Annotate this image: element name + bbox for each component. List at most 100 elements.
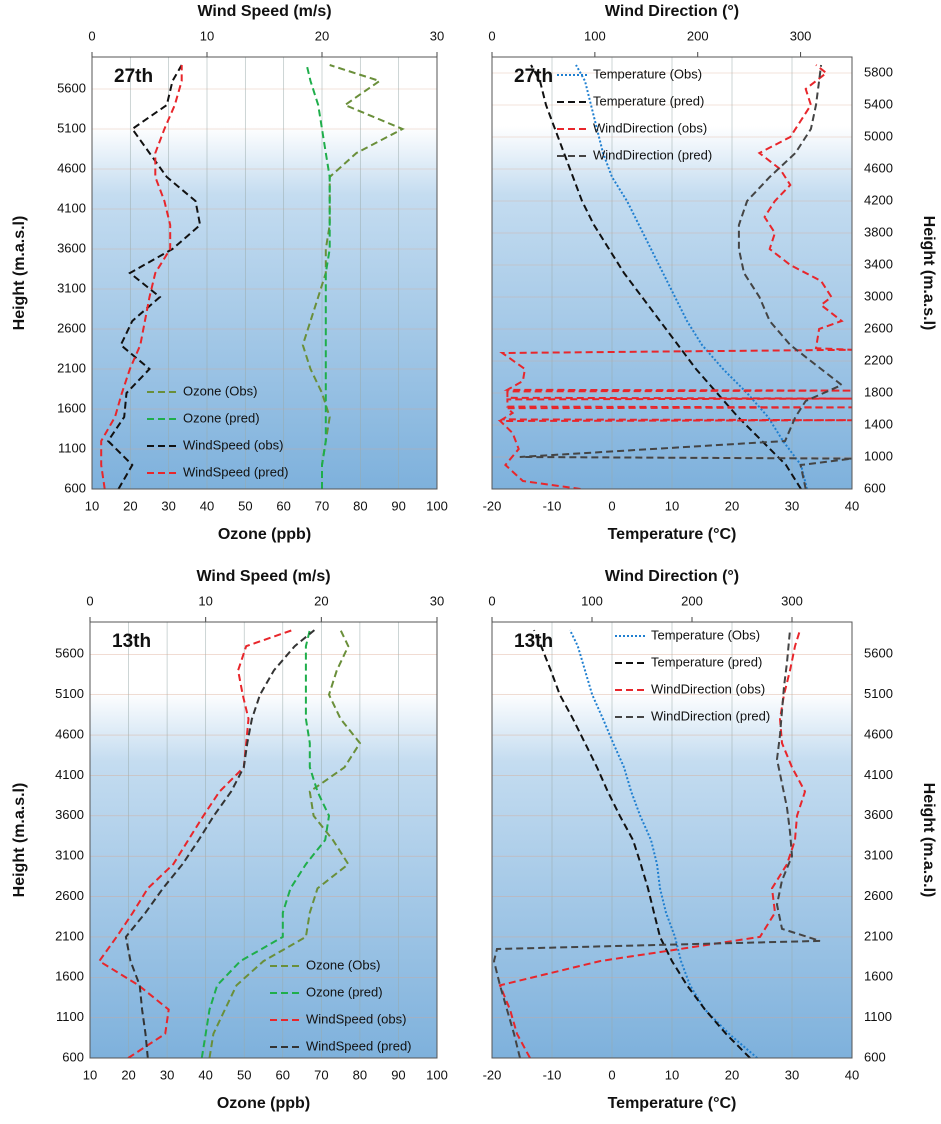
y-tick-label: 2600 bbox=[55, 888, 84, 903]
x2-tick-label: 300 bbox=[790, 28, 812, 43]
x-tick-label: 40 bbox=[845, 498, 859, 513]
x2-tick-label: 0 bbox=[488, 593, 495, 608]
x2-axis-title: Wind Speed (m/s) bbox=[197, 3, 331, 20]
plot-border bbox=[91, 56, 438, 490]
legend-label: Temperature (pred) bbox=[593, 93, 704, 108]
y-tick-label: 600 bbox=[864, 480, 886, 495]
y-tick-label: 2600 bbox=[864, 320, 893, 335]
x-tick-label: 20 bbox=[121, 1067, 135, 1082]
y-tick-label: 1100 bbox=[56, 1009, 84, 1024]
legend-label: Ozone (pred) bbox=[306, 984, 383, 999]
x-tick-label: 30 bbox=[160, 1067, 174, 1082]
x-tick-label: 40 bbox=[198, 1067, 212, 1082]
y-axis-title: Height (m.a.s.l) bbox=[11, 783, 28, 898]
legend-label: WindDirection (pred) bbox=[593, 147, 712, 162]
profile-line bbox=[575, 64, 808, 489]
x-axis-title: Temperature (°C) bbox=[608, 526, 737, 543]
y-tick-label: 2100 bbox=[57, 360, 86, 375]
x2-tick-label: 0 bbox=[88, 28, 95, 43]
y-tick-label: 2600 bbox=[57, 320, 86, 335]
panel-label: 27th bbox=[114, 66, 153, 87]
x-tick-label: 40 bbox=[200, 498, 214, 513]
legend-label: WindSpeed (obs) bbox=[183, 437, 283, 452]
x-tick-label: 30 bbox=[785, 1067, 799, 1082]
x-tick-label: 20 bbox=[725, 498, 739, 513]
plot-border bbox=[491, 56, 853, 490]
x2-axis-title: Wind Speed (m/s) bbox=[196, 568, 330, 585]
y-tick-label: 1400 bbox=[864, 416, 893, 431]
x-tick-label: -20 bbox=[483, 1067, 502, 1082]
x-tick-label: -10 bbox=[543, 498, 562, 513]
y-tick-label: 5100 bbox=[57, 120, 86, 135]
y-tick-label: 5100 bbox=[864, 686, 893, 701]
x2-axis-title: Wind Direction (°) bbox=[605, 3, 739, 20]
y-tick-label: 5600 bbox=[864, 646, 893, 661]
y-tick-label: 4600 bbox=[864, 160, 893, 175]
x-tick-label: 20 bbox=[123, 498, 137, 513]
x-tick-label: 0 bbox=[608, 498, 615, 513]
x2-tick-label: 100 bbox=[581, 593, 603, 608]
x-tick-label: 60 bbox=[276, 1067, 290, 1082]
x-tick-label: 0 bbox=[608, 1067, 615, 1082]
x2-tick-label: 20 bbox=[315, 28, 329, 43]
profile-line bbox=[124, 629, 316, 1058]
y-tick-label: 3100 bbox=[864, 848, 893, 863]
y-tick-label: 5000 bbox=[864, 128, 893, 143]
y-tick-label: 5800 bbox=[864, 64, 893, 79]
y-tick-label: 3600 bbox=[55, 807, 84, 822]
y-tick-label: 4600 bbox=[57, 160, 86, 175]
y-tick-label: 1100 bbox=[864, 1009, 892, 1024]
profile-line bbox=[497, 64, 852, 489]
legend-label: WindSpeed (obs) bbox=[306, 1011, 406, 1026]
x-tick-label: -10 bbox=[543, 1067, 562, 1082]
profile-line bbox=[530, 64, 802, 489]
y-tick-label: 4600 bbox=[55, 726, 84, 741]
y-tick-label: 2600 bbox=[864, 888, 893, 903]
y-tick-label: 2100 bbox=[864, 928, 893, 943]
x-tick-label: 70 bbox=[315, 498, 329, 513]
x-tick-label: 80 bbox=[353, 498, 367, 513]
y-tick-label: 2100 bbox=[55, 928, 84, 943]
y-tick-label: 5400 bbox=[864, 96, 893, 111]
profile-line bbox=[100, 65, 183, 489]
y-tick-label: 4200 bbox=[864, 192, 893, 207]
legend-label: WindSpeed (pred) bbox=[306, 1038, 412, 1053]
legend-label: Ozone (Obs) bbox=[306, 957, 380, 972]
y-tick-label: 3000 bbox=[864, 288, 893, 303]
legend-label: Ozone (pred) bbox=[183, 410, 260, 425]
y-tick-label: 3600 bbox=[57, 240, 86, 255]
x-tick-label: 10 bbox=[85, 498, 99, 513]
y-tick-label: 4100 bbox=[864, 767, 893, 782]
y-tick-label: 5600 bbox=[57, 80, 86, 95]
profile-line bbox=[519, 64, 852, 489]
legend-label: Temperature (Obs) bbox=[593, 66, 702, 81]
x2-axis-title: Wind Direction (°) bbox=[605, 568, 739, 585]
y-axis-title: Height (m.a.s.l) bbox=[11, 216, 28, 331]
x-tick-label: 40 bbox=[845, 1067, 859, 1082]
y-tick-label: 1800 bbox=[864, 384, 893, 399]
legend-label: Temperature (Obs) bbox=[651, 627, 760, 642]
legend-label: Temperature (pred) bbox=[651, 654, 762, 669]
x-tick-label: 30 bbox=[161, 498, 175, 513]
y-tick-label: 1100 bbox=[58, 440, 86, 455]
x-tick-label: 80 bbox=[353, 1067, 367, 1082]
x-tick-label: 10 bbox=[665, 498, 679, 513]
y-tick-label: 1600 bbox=[864, 969, 893, 984]
y-tick-label: 600 bbox=[864, 1049, 886, 1064]
y-tick-label: 1000 bbox=[864, 448, 893, 463]
x-tick-label: 100 bbox=[426, 498, 448, 513]
y-tick-label: 5600 bbox=[55, 646, 84, 661]
x-tick-label: 60 bbox=[276, 498, 290, 513]
profile-line bbox=[301, 64, 405, 489]
plot-border bbox=[491, 621, 853, 1059]
y-tick-label: 1600 bbox=[57, 400, 86, 415]
profile-line bbox=[498, 629, 807, 1058]
panel-label: 27th bbox=[514, 66, 553, 87]
x2-tick-label: 300 bbox=[781, 593, 803, 608]
y-axis-title: Height (m.a.s.l) bbox=[920, 216, 937, 331]
x2-tick-label: 0 bbox=[488, 28, 495, 43]
x-tick-label: 90 bbox=[391, 498, 405, 513]
profile-line bbox=[106, 64, 202, 489]
x2-tick-label: 30 bbox=[430, 593, 444, 608]
